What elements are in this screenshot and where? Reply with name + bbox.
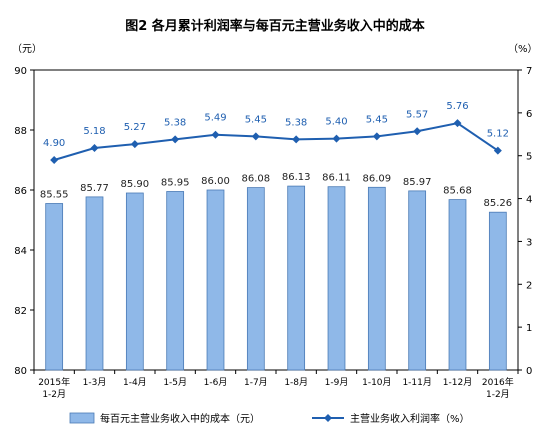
bar <box>166 191 185 371</box>
bar-value-label: 85.95 <box>161 178 190 189</box>
line-point <box>90 144 99 152</box>
line-point <box>50 156 59 164</box>
line-value-label: 5.27 <box>124 122 146 133</box>
right-axis-tick-label: 4 <box>526 195 532 206</box>
line-point <box>413 127 422 136</box>
legend-swatch-bar <box>69 412 95 424</box>
bar <box>488 211 507 371</box>
legend: 每百元主营业务收入中的成本（元） 主营业务收入利润率（%） <box>69 412 470 425</box>
line-value-label: 5.18 <box>83 126 105 137</box>
x-axis-tick-label: 2015年 <box>38 376 70 388</box>
bar <box>448 199 467 371</box>
bar-value-label: 86.00 <box>201 176 230 187</box>
line-point <box>292 135 301 144</box>
x-axis-tick-label: 1-12月 <box>443 377 472 388</box>
line-value-label: 5.45 <box>366 114 388 125</box>
line-point <box>211 130 220 139</box>
bar-value-label: 85.90 <box>121 179 150 190</box>
left-axis-unit: （元） <box>12 43 42 55</box>
right-axis: 0 1 2 3 4 5 6 7 <box>518 66 532 377</box>
left-axis-tick-label: 80 <box>14 366 27 377</box>
x-axis-tick-label: 1-9月 <box>325 377 349 388</box>
line-point <box>372 132 381 141</box>
bar <box>367 186 386 371</box>
bar-value-label: 86.11 <box>322 173 351 184</box>
bar-value-label: 85.26 <box>484 198 513 209</box>
legend-marker-line <box>324 414 332 422</box>
right-axis-tick-label: 7 <box>526 66 532 77</box>
left-axis-tick-label: 86 <box>14 186 27 197</box>
bar-value-label: 85.97 <box>403 177 432 188</box>
line-point <box>453 119 462 128</box>
line-value-label: 5.57 <box>406 109 428 120</box>
x-axis-tick-label: 1-2月 <box>42 389 66 400</box>
bar <box>85 196 104 371</box>
x-axis-tick-label: 1-4月 <box>123 377 147 388</box>
x-axis-tick-label: 1-5月 <box>163 377 187 388</box>
line-point <box>171 135 180 144</box>
bar <box>327 186 346 371</box>
line-value-label: 5.45 <box>245 114 267 125</box>
x-axis-tick-label: 1-10月 <box>362 377 391 388</box>
x-axis-tick-label: 1-2月 <box>486 389 510 400</box>
bar <box>287 185 306 371</box>
line-value-label: 5.12 <box>487 129 509 140</box>
left-axis-tick-label: 88 <box>14 126 27 137</box>
left-axis-tick-label: 82 <box>14 306 27 317</box>
right-axis-tick-label: 1 <box>526 323 532 334</box>
line-value-label: 5.38 <box>285 117 307 128</box>
x-axis-tick-label: 2016年 <box>482 376 514 388</box>
right-axis-tick-label: 0 <box>526 366 532 377</box>
right-axis-tick-label: 6 <box>526 109 532 120</box>
line-value-label: 5.40 <box>325 117 347 128</box>
x-axis-tick-label: 1-3月 <box>83 377 107 388</box>
x-axis-tick-label: 1-7月 <box>244 377 268 388</box>
bar <box>45 203 64 371</box>
bar <box>206 189 225 371</box>
x-axis-tick-label: 1-11月 <box>402 377 431 388</box>
left-axis: 80 82 84 86 88 90 <box>14 66 34 377</box>
bar <box>408 190 427 371</box>
line-value-label: 4.90 <box>43 138 65 149</box>
legend-label-bar: 每百元主营业务收入中的成本（元） <box>100 412 260 425</box>
line-point <box>332 134 341 143</box>
right-axis-unit: （%） <box>508 43 538 55</box>
line-value-label: 5.76 <box>446 101 468 112</box>
legend-label-line: 主营业务收入利润率（%） <box>350 412 470 425</box>
right-axis-tick-label: 2 <box>526 280 532 291</box>
chart-title: 图2 各月累计利润率与每百元主营业务收入中的成本 <box>125 18 425 34</box>
line-point <box>251 132 260 141</box>
line-value-label: 5.49 <box>204 113 226 124</box>
bar-series: 85.55 85.77 85.90 85.95 86.00 86.08 86.13 86.11… <box>40 172 513 371</box>
bar-value-label: 85.55 <box>40 190 69 201</box>
x-axis-tick-label: 1-8月 <box>284 377 308 388</box>
bar <box>246 187 265 371</box>
bar-value-label: 85.68 <box>443 186 472 197</box>
left-axis-tick-label: 84 <box>14 246 27 257</box>
line-series: 4.90 5.18 5.27 5.38 5.49 5.45 5.38 5.40 5.45 5.57… <box>43 101 509 164</box>
bar-value-label: 85.77 <box>80 183 109 194</box>
bar-value-label: 86.13 <box>282 172 311 183</box>
x-axis-tick-label: 1-6月 <box>204 377 228 388</box>
line-point <box>493 146 502 155</box>
right-axis-tick-label: 5 <box>526 152 532 163</box>
line-point <box>130 140 139 149</box>
bar <box>125 192 144 371</box>
plot-area <box>33 69 519 371</box>
bar-value-label: 86.09 <box>363 173 392 184</box>
right-axis-tick-label: 3 <box>526 237 532 248</box>
left-axis-tick-label: 90 <box>14 66 27 77</box>
line-value-label: 5.38 <box>164 117 186 128</box>
line-path <box>53 122 499 161</box>
bar-value-label: 86.08 <box>242 174 271 185</box>
